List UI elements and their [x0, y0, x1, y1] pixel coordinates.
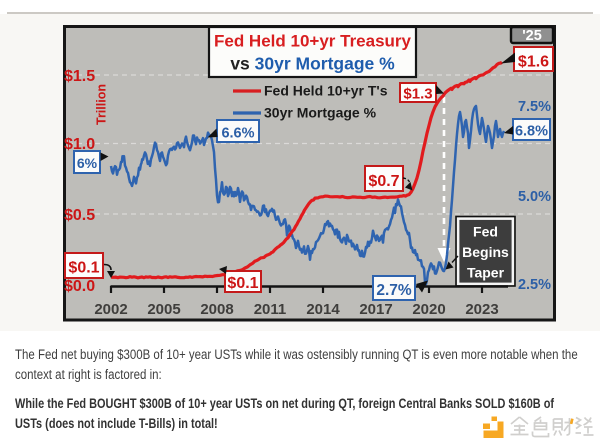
svg-text:2002: 2002 [94, 301, 127, 318]
svg-text:2.7%: 2.7% [376, 282, 412, 299]
svg-text:Trillion: Trillion [95, 84, 109, 125]
svg-text:7.5%: 7.5% [518, 99, 551, 115]
svg-text:$0.5: $0.5 [64, 207, 95, 224]
svg-text:Begins: Begins [462, 244, 509, 260]
svg-text:Fed Held 10+yr T's: Fed Held 10+yr T's [264, 83, 388, 99]
svg-text:6.8%: 6.8% [515, 124, 548, 140]
svg-text:30yr Mortgage %: 30yr Mortgage % [264, 105, 377, 121]
svg-text:6.6%: 6.6% [221, 126, 254, 142]
svg-text:$0.1: $0.1 [68, 260, 99, 277]
svg-text:$1.3: $1.3 [403, 86, 432, 103]
svg-text:2008: 2008 [200, 301, 233, 318]
svg-text:2005: 2005 [147, 301, 180, 318]
svg-text:2.5%: 2.5% [518, 277, 551, 293]
svg-text:2023: 2023 [465, 301, 498, 318]
svg-text:2017: 2017 [359, 301, 392, 318]
svg-text:Fed: Fed [473, 224, 498, 240]
svg-text:'25: '25 [522, 28, 542, 44]
svg-text:$0.1: $0.1 [227, 275, 258, 292]
svg-text:6%: 6% [77, 155, 98, 171]
svg-text:vs 30yr Mortgage %: vs 30yr Mortgage % [230, 54, 395, 74]
svg-text:2014: 2014 [306, 301, 340, 318]
svg-text:5.0%: 5.0% [518, 189, 551, 205]
svg-text:$0.0: $0.0 [64, 278, 95, 295]
svg-text:Fed Held 10+yr Treasury: Fed Held 10+yr Treasury [214, 32, 412, 51]
svg-text:$1.0: $1.0 [64, 136, 95, 153]
svg-text:Taper: Taper [467, 265, 505, 281]
svg-text:$0.7: $0.7 [368, 173, 399, 190]
svg-text:$1.5: $1.5 [64, 68, 95, 85]
svg-text:2011: 2011 [254, 301, 287, 318]
svg-text:2020: 2020 [412, 301, 445, 318]
svg-text:$1.6: $1.6 [518, 54, 549, 71]
